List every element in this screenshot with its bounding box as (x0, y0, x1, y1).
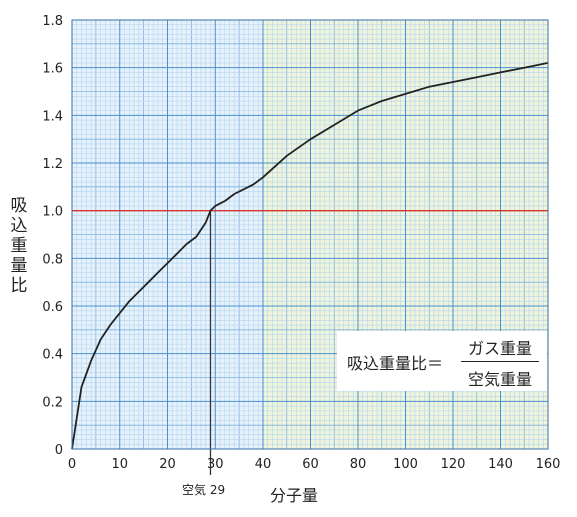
formula-denominator: 空気重量 (467, 370, 532, 389)
y-axis-label: 吸込重量比 (10, 196, 28, 296)
reference-lines (72, 210, 548, 475)
y-tick-label: 0 (55, 443, 63, 458)
y-tick-label: 1.4 (42, 109, 63, 124)
y-tick-label: 1.8 (42, 14, 63, 29)
x-tick-label: 40 (255, 457, 272, 472)
curve-group (71, 62, 549, 450)
y-tick-label: 0.2 (42, 395, 63, 410)
formula-numerator: ガス重量 (467, 339, 532, 358)
series-line (71, 62, 549, 450)
x-tick-label: 30 (207, 457, 224, 472)
x-tick-label: 60 (302, 457, 319, 472)
y-tick-label: 1.6 (42, 62, 63, 77)
axes (71, 19, 549, 450)
x-tick-labels: 0 10 20 30 40 60 80 100 120 140 160 (68, 457, 561, 472)
x-tick-label: 0 (68, 457, 76, 472)
y-tick-label: 0.6 (42, 300, 63, 315)
y-tick-label: 1.0 (42, 205, 63, 220)
x-tick-label: 120 (441, 457, 466, 472)
plot-frame (71, 19, 549, 450)
air-marker-label: 空気 29 (182, 483, 226, 497)
x-axis-label: 分子量 (270, 486, 319, 505)
x-tick-label: 100 (393, 457, 418, 472)
y-tick-labels: 0 0.2 0.4 0.6 0.8 1.0 1.2 1.4 1.6 1.8 (42, 14, 63, 458)
y-tick-label: 0.4 (42, 348, 63, 363)
formula-lhs: 吸込重量比＝ (347, 354, 444, 373)
formula-fraction-bar (461, 361, 539, 362)
x-tick-label: 160 (536, 457, 561, 472)
x-tick-label: 20 (159, 457, 176, 472)
formula-box: 吸込重量比＝ ガス重量 空気重量 (337, 331, 547, 391)
x-tick-label: 80 (350, 457, 367, 472)
y-tick-label: 1.2 (42, 157, 63, 172)
x-tick-label: 140 (488, 457, 513, 472)
y-tick-label: 0.8 (42, 252, 63, 267)
x-tick-label: 10 (111, 457, 128, 472)
